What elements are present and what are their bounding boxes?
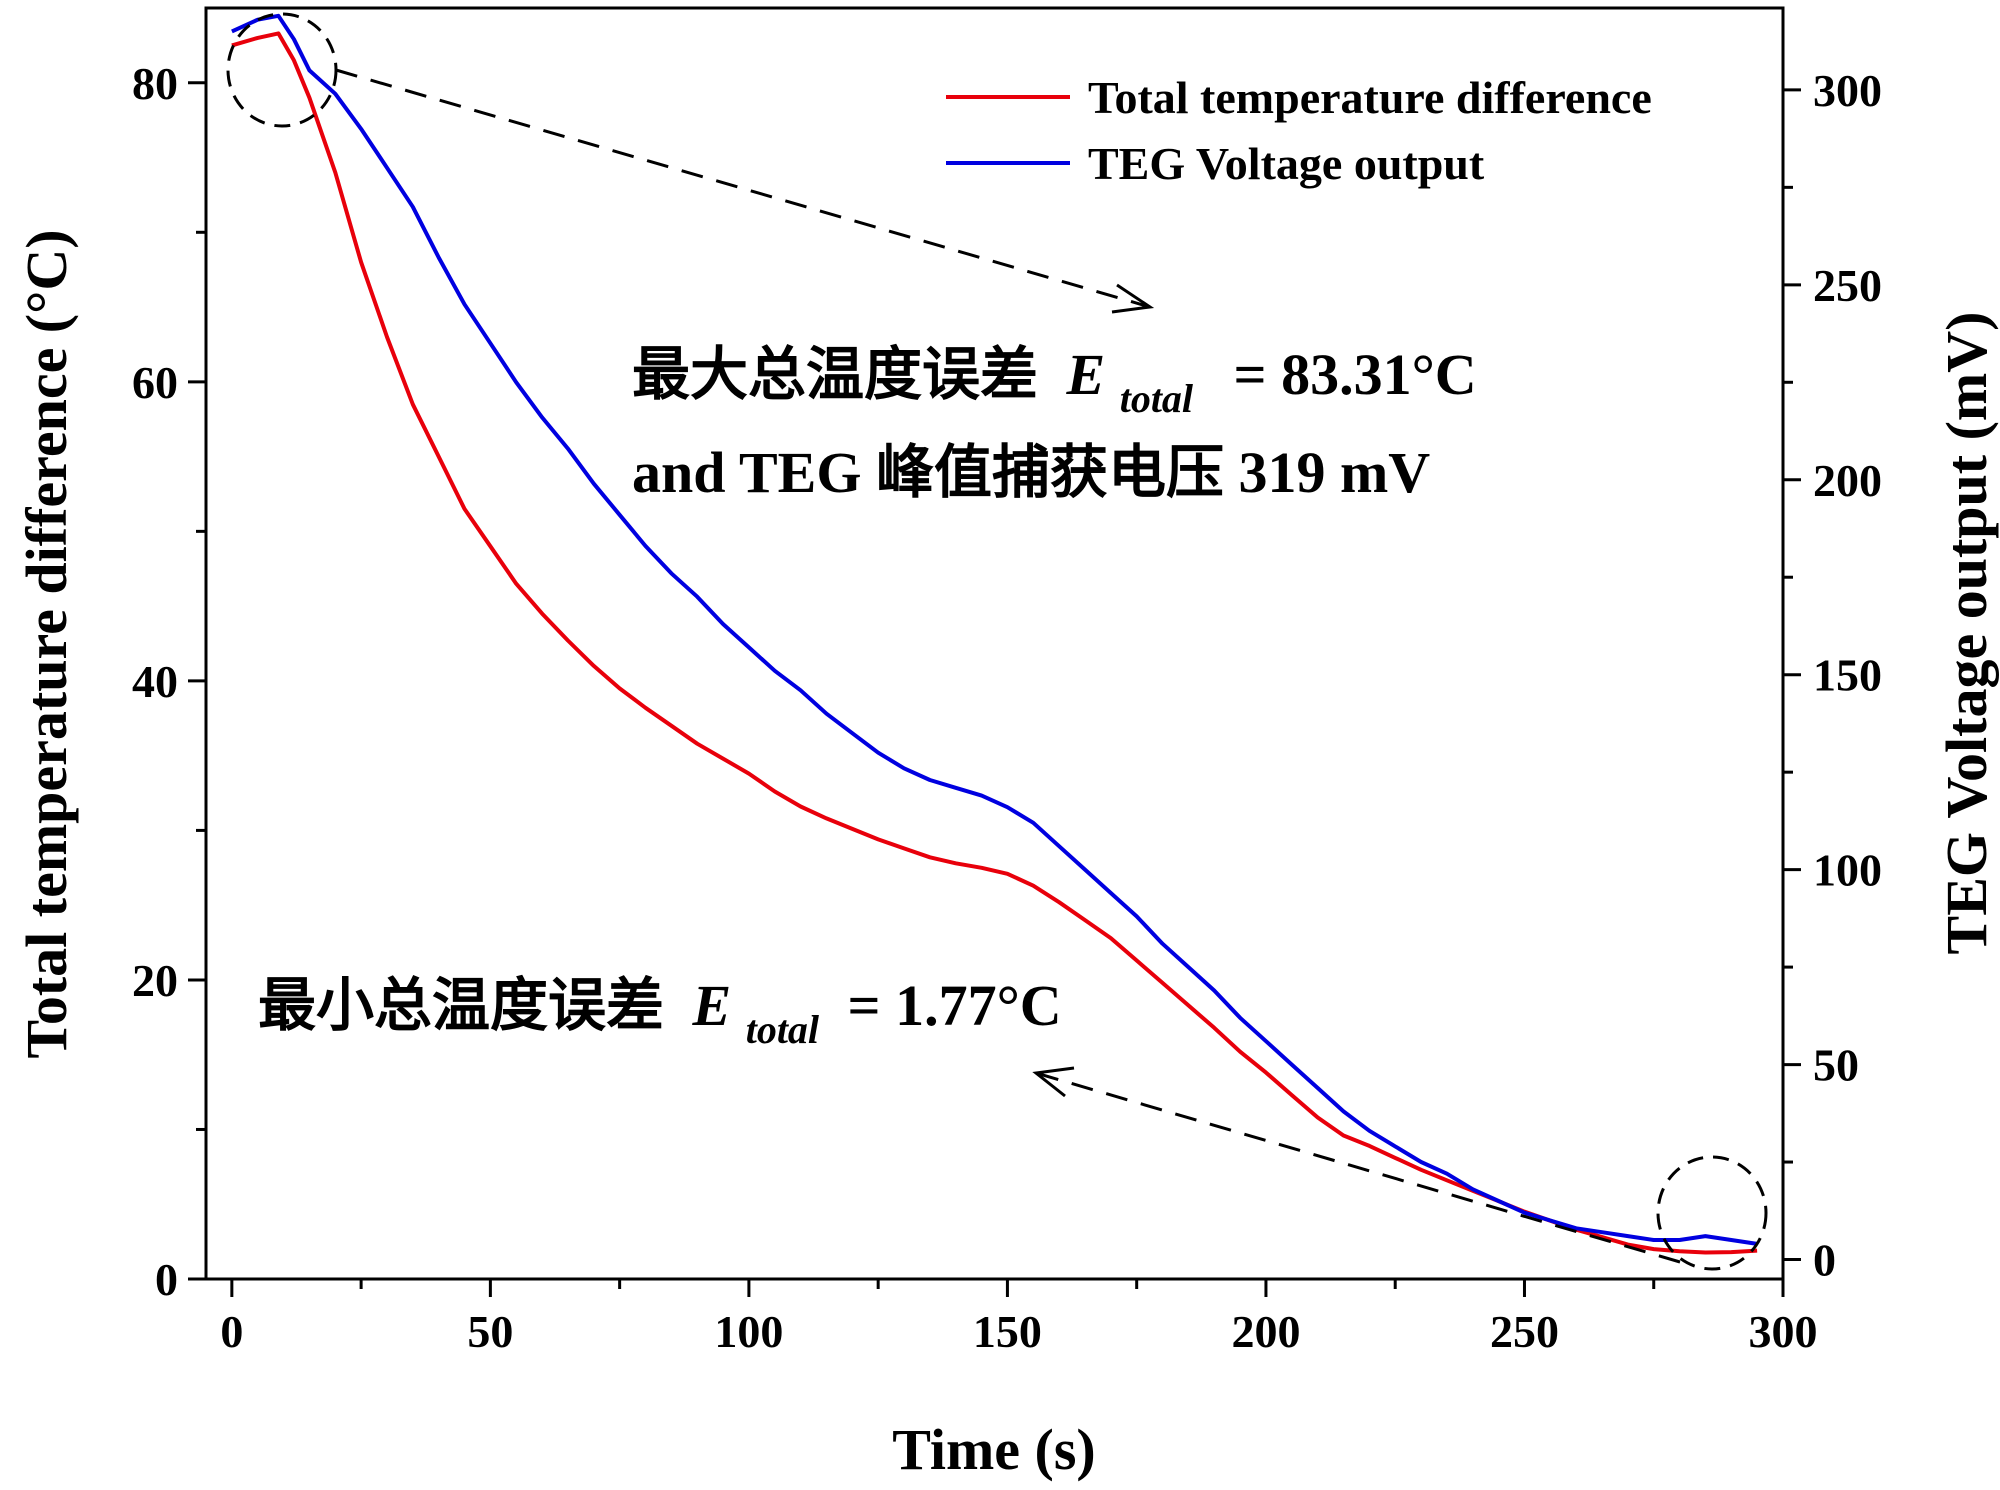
temperature-difference-line bbox=[231, 31, 1758, 1255]
min-annotation-value: = 1.77°C bbox=[848, 973, 1062, 1038]
y2-tick-label-0: 0 bbox=[1813, 1235, 1836, 1286]
min-annotation-prefix: 最小总温度误差 bbox=[258, 973, 664, 1038]
y-tick-label-0: 0 bbox=[155, 1254, 178, 1305]
max-annotation-subscript: total bbox=[1120, 376, 1194, 421]
y2-tick-label-300: 300 bbox=[1813, 65, 1882, 116]
min-annotation-subscript: total bbox=[746, 1007, 820, 1052]
x-tick-label-250: 250 bbox=[1490, 1306, 1559, 1357]
x-tick-label-0: 0 bbox=[220, 1306, 243, 1357]
min-annotation: 最小总温度误差 E total = 1.77°C bbox=[258, 973, 1062, 1056]
y2-tick-label-100: 100 bbox=[1813, 845, 1882, 896]
y-axis-title: Total temperature difference (°C) bbox=[14, 229, 79, 1058]
x-tick-label-300: 300 bbox=[1749, 1306, 1818, 1357]
x-tick-label-150: 150 bbox=[973, 1306, 1042, 1357]
x-tick-label-100: 100 bbox=[714, 1306, 783, 1357]
y2-axis-title: TEG Voltage output (mV) bbox=[1934, 312, 1999, 955]
min-annotation-symbol: E bbox=[692, 973, 732, 1038]
legend-label-voltage: TEG Voltage output bbox=[1088, 138, 1485, 189]
max-annotation-symbol: E bbox=[1066, 342, 1106, 407]
y-tick-label-20: 20 bbox=[132, 955, 178, 1006]
y2-tick-label-250: 250 bbox=[1813, 260, 1882, 311]
y2-tick-label-50: 50 bbox=[1813, 1040, 1859, 1091]
max-annotation-line1: 最大总温度误差 E total = 83.31°C bbox=[632, 342, 1477, 425]
axis-tick-labels: 0 50 100 150 200 250 300 0 20 40 60 80 0 50 100 150 200 2… bbox=[132, 58, 1882, 1357]
max-annotation-line2: and TEG 峰值捕获电压 319 mV bbox=[632, 440, 1430, 505]
min-marker-circle bbox=[1656, 1155, 1768, 1271]
series-layer bbox=[231, 13, 1758, 1255]
max-annotation-value: = 83.31°C bbox=[1234, 342, 1477, 407]
legend: Total temperature difference TEG Voltage… bbox=[946, 72, 1652, 189]
max-annotation-prefix: 最大总温度误差 bbox=[632, 342, 1038, 407]
y-tick-label-80: 80 bbox=[132, 58, 178, 109]
y2-tick-label-150: 150 bbox=[1813, 650, 1882, 701]
x-axis-title: Time (s) bbox=[892, 1417, 1096, 1482]
y-tick-label-60: 60 bbox=[132, 357, 178, 408]
min-arrow-head bbox=[1032, 1066, 1075, 1098]
max-arrow-head bbox=[1111, 283, 1155, 314]
max-marker-circle bbox=[226, 12, 338, 128]
x-tick-label-50: 50 bbox=[467, 1306, 513, 1357]
axis-ticks bbox=[188, 81, 1801, 1297]
x-tick-label-200: 200 bbox=[1231, 1306, 1300, 1357]
teg-voltage-line bbox=[231, 13, 1758, 1246]
max-arrow-line bbox=[335, 68, 1151, 309]
min-arrow-line bbox=[1035, 1071, 1681, 1264]
legend-label-temp: Total temperature difference bbox=[1088, 72, 1652, 123]
y2-tick-label-200: 200 bbox=[1813, 455, 1882, 506]
y-tick-label-40: 40 bbox=[132, 656, 178, 707]
plot-frame bbox=[204, 6, 1785, 1281]
